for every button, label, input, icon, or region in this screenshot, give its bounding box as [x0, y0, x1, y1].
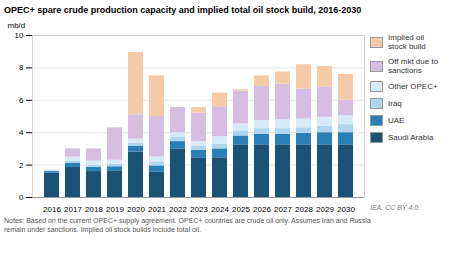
html-text:Off mkt due to sanctions: Off mkt due to sanctions — [388, 57, 439, 75]
svg-text:2027: 2027 — [274, 205, 292, 214]
html-text:Implied oil stock build: Implied oil stock build — [388, 33, 426, 51]
html-text:Notes: Based on the current OP: Notes: Based on the current OPEC+ supply… — [4, 217, 371, 233]
svg-text:2021: 2021 — [148, 205, 166, 214]
svg-text:2024: 2024 — [211, 205, 229, 214]
svg-text:4: 4 — [19, 128, 24, 137]
svg-text:2028: 2028 — [295, 205, 313, 214]
svg-text:2: 2 — [19, 161, 24, 170]
svg-text:2029: 2029 — [316, 205, 334, 214]
svg-text:6: 6 — [19, 96, 24, 105]
svg-text:2025: 2025 — [232, 205, 250, 214]
svg-text:8: 8 — [19, 63, 24, 72]
svg-text:2020: 2020 — [127, 205, 145, 214]
svg-text:2030: 2030 — [337, 205, 355, 214]
svg-text:2019: 2019 — [106, 205, 124, 214]
svg-text:mb/d: mb/d — [8, 21, 26, 30]
html-text:OPEC+ spare crude production c: OPEC+ spare crude production capacity an… — [4, 5, 362, 15]
svg-text:2026: 2026 — [253, 205, 271, 214]
svg-text:2018: 2018 — [85, 205, 103, 214]
html-text:Saudi Arabia: Saudi Arabia — [388, 133, 434, 142]
html-text:Iraq: Iraq — [388, 99, 402, 108]
html-text:Other OPEC+: Other OPEC+ — [388, 82, 438, 91]
svg-text:2016: 2016 — [43, 205, 61, 214]
svg-text:2017: 2017 — [64, 205, 82, 214]
html-text:UAE: UAE — [388, 116, 405, 125]
svg-text:2023: 2023 — [190, 205, 208, 214]
svg-text:2022: 2022 — [169, 205, 187, 214]
html-text:IEA. CC BY 4.0.: IEA. CC BY 4.0. — [370, 204, 421, 211]
svg-text:0: 0 — [19, 193, 24, 202]
svg-text:10: 10 — [15, 31, 24, 40]
